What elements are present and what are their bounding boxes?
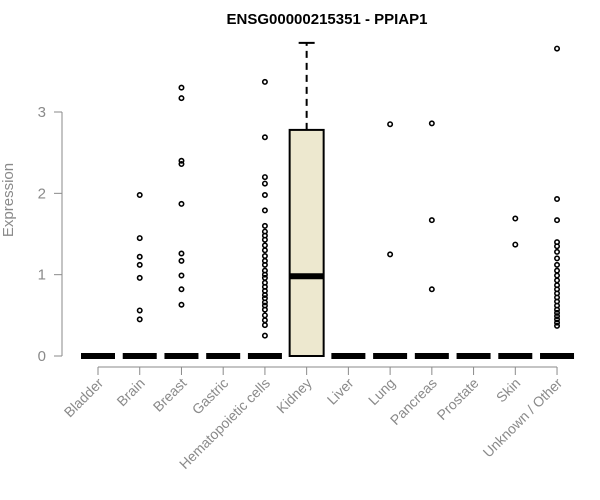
y-ticks: 0 1 2 3 [38,104,62,365]
outlier-point [261,191,268,198]
outlier-point [178,157,185,164]
outlier-point [428,286,435,293]
outlier-point [261,299,268,306]
outlier-point [554,267,561,274]
outlier-point [178,95,185,102]
outlier-point [387,121,394,128]
x-tick-label: Lung [365,375,398,408]
box-breast [164,84,199,359]
outlier-point [261,78,268,85]
x-tick-label: Skin [493,375,524,406]
outlier-point [554,316,561,323]
outlier-point [178,301,185,308]
outlier-point [178,286,185,293]
boxes [81,41,575,359]
outlier-point [178,257,185,264]
outlier-point [136,235,143,242]
outlier-point [261,247,268,254]
outlier-point [512,241,519,248]
outlier-point [554,196,561,203]
x-tick-label: Prostate [434,375,482,423]
x-tick-label: Bladder [61,375,107,421]
outlier-point [512,215,519,222]
outlier-point [136,253,143,260]
outlier-point [387,251,394,258]
outlier-point [136,191,143,198]
box-unknown-other [540,45,575,359]
outlier-point [554,277,561,284]
outlier-point [261,271,268,278]
outlier-point [178,161,185,168]
outlier-point [178,272,185,279]
y-tick-label: 2 [38,185,46,202]
outlier-point [428,217,435,224]
outlier-point [554,322,561,329]
outlier-point [178,84,185,91]
box-lung [373,121,408,359]
x-tick-label: Breast [150,375,190,415]
box-skin [498,215,533,359]
x-tick-label: Unknown / Other [480,375,566,461]
y-tick-label: 0 [38,348,46,365]
outlier-point [261,274,268,281]
box-pancreas [414,120,449,359]
x-tick-label: Brain [113,375,147,409]
box-hematopoietic-cells [247,78,282,359]
outlier-point [261,222,268,229]
outlier-point [261,236,268,243]
outlier-point [554,243,561,250]
chart-title: ENSG00000215351 - PPIAP1 [227,11,428,28]
outlier-point [554,217,561,224]
outlier-point [554,261,561,268]
outlier-point [261,252,268,259]
x-tick-label: Liver [324,375,357,408]
outlier-point [554,248,561,255]
outlier-point [261,134,268,141]
outlier-point [178,250,185,257]
outlier-point [554,313,561,320]
outlier-point [136,316,143,323]
y-tick-label: 3 [38,104,46,121]
outlier-point [261,322,268,329]
outlier-point [554,255,561,262]
outlier-point [136,261,143,268]
outlier-point [554,306,561,313]
outlier-point [261,180,268,187]
y-tick-label: 1 [38,267,46,284]
box-brain [122,191,157,359]
x-tick-label: Kidney [273,375,315,417]
outlier-point [554,272,561,279]
outlier-point [554,319,561,326]
y-axis-label: Expression [0,163,17,237]
outlier-point [428,120,435,127]
outlier-point [261,261,268,268]
outlier-point [261,207,268,214]
outlier-point [261,332,268,339]
outlier-point [261,317,268,324]
outlier-point [261,242,268,249]
iqr-box [288,128,325,357]
box-kidney [288,41,325,357]
outlier-point [554,309,561,316]
outlier-point [178,200,185,207]
outlier-point [261,306,268,313]
outlier-point [261,174,268,181]
outlier-point [261,312,268,319]
outlier-point [136,307,143,314]
outlier-point [136,274,143,281]
outlier-point [261,292,268,299]
outlier-point [554,45,561,52]
